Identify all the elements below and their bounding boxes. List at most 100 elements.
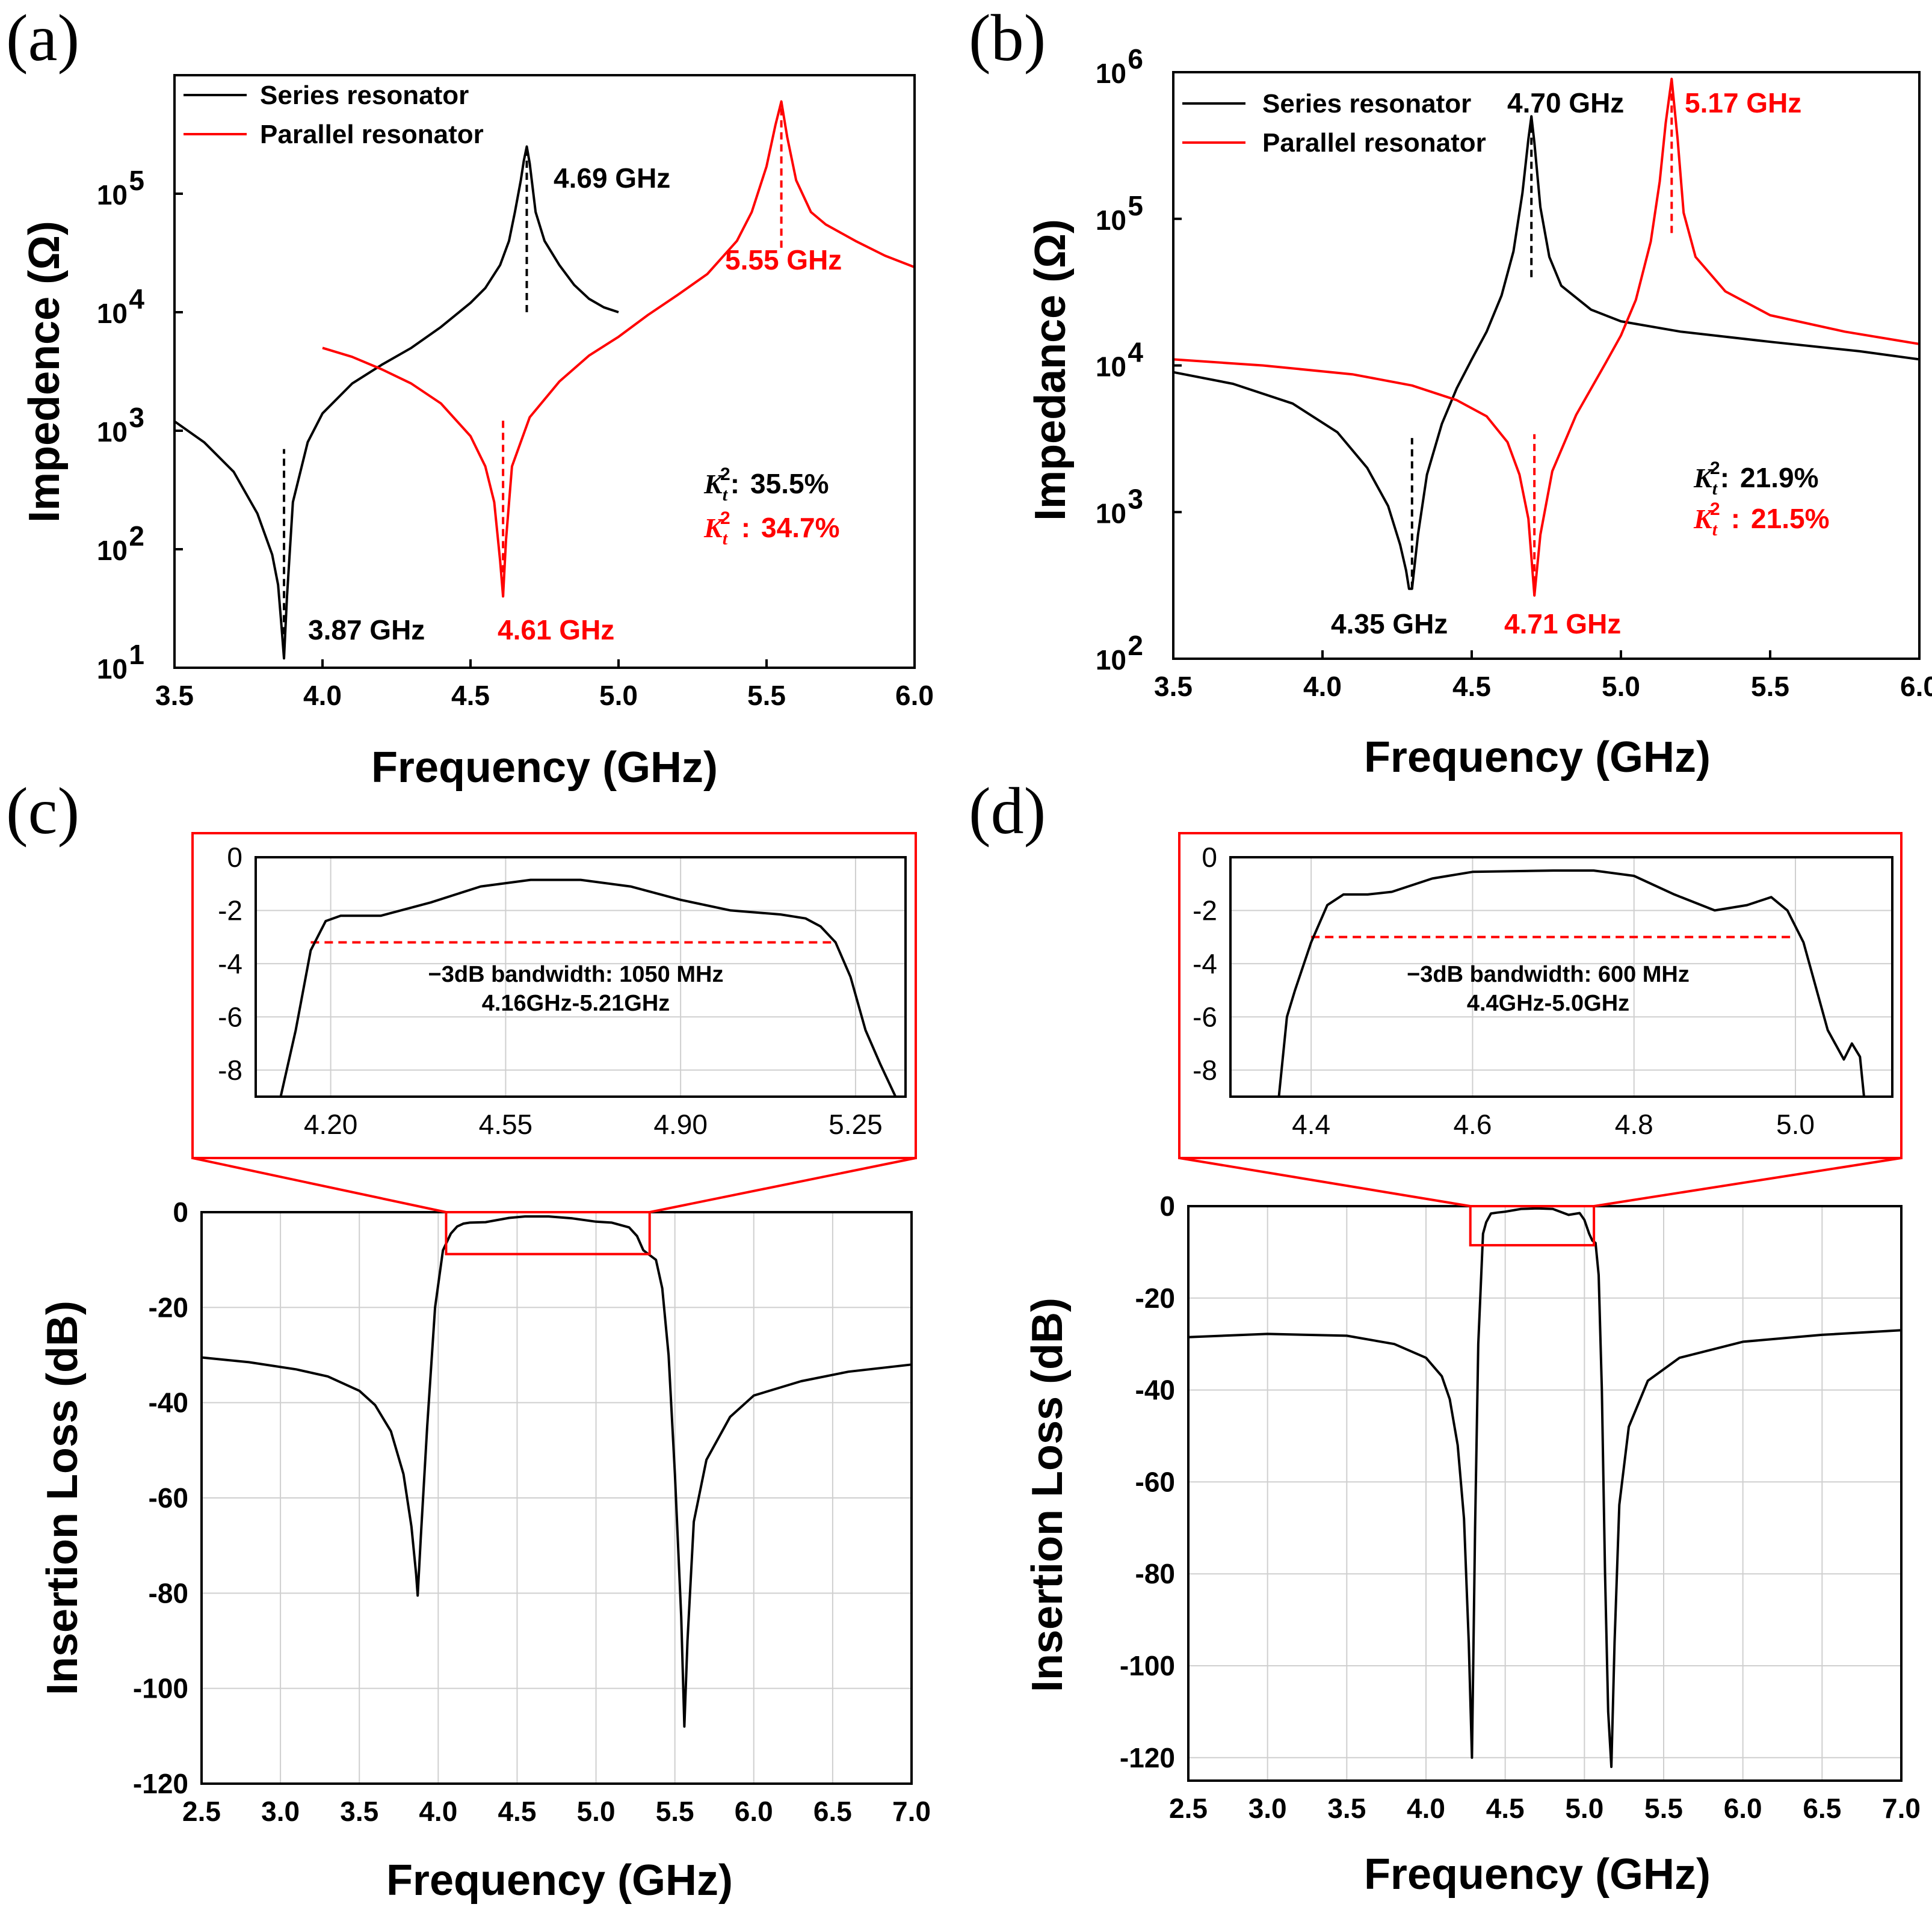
- b-series-line-series: [1173, 115, 1920, 590]
- d-inset-x-tick-label: 4.4: [1292, 1109, 1330, 1140]
- b-y-tick-label: 10: [1096, 498, 1126, 529]
- c-y-tick-label: -20: [149, 1292, 188, 1323]
- c-inset-x-tick-label: 5.25: [829, 1109, 883, 1140]
- d-zoom-box: [1469, 1205, 1596, 1246]
- d-inset-x-tick-label: 4.6: [1453, 1109, 1492, 1140]
- panel-a-legend-series-label: Series resonator: [260, 81, 469, 110]
- panel-a-letter: (a): [6, 1, 79, 75]
- panel-a-markers: [283, 101, 783, 659]
- panel-d-range-label: 4.4GHz-5.0GHz: [1467, 991, 1629, 1016]
- c-inset-frame: [255, 856, 907, 1098]
- panel-a-kt-parallel: Kt2:34.7%: [703, 508, 839, 549]
- panel-c-zoom-indicator: [191, 832, 917, 1255]
- c-inset-x-tick-label: 4.90: [653, 1109, 708, 1140]
- d-x-tick-label: 5.5: [1644, 1793, 1683, 1824]
- a-y-tick-exponent: 3: [129, 402, 144, 433]
- panel-b-y-axis-title: Impedance (Ω): [1026, 219, 1075, 521]
- c-x-tick-label: 4.0: [419, 1796, 457, 1827]
- c-y-tick-label: -120: [133, 1768, 188, 1799]
- d-inset-x-tick-label: 4.8: [1615, 1109, 1653, 1140]
- b-y-tick-label: 10: [1096, 205, 1126, 236]
- b-y-tick-exponent: 6: [1128, 43, 1143, 75]
- c-y-tick-label: -80: [149, 1577, 188, 1609]
- a-series-line-series: [173, 145, 619, 660]
- panel-a-plot-frame: [173, 74, 916, 669]
- c-inset-x-tick-label: 4.55: [479, 1109, 533, 1140]
- b-y-tick-label: 10: [1096, 58, 1126, 89]
- panel-a-legend: Series resonator Parallel resonator: [184, 81, 484, 149]
- d-y-tick-label: -80: [1135, 1558, 1175, 1589]
- a-series-line-parallel: [322, 100, 915, 598]
- c-x-tick-label: 3.5: [340, 1796, 378, 1827]
- c-inset-x-tick-label: 4.20: [304, 1109, 358, 1140]
- c-inset-outer-frame: [191, 832, 917, 1159]
- b-y-tick-exponent: 4: [1128, 337, 1143, 368]
- panel-b-label-4.71: 4.71 GHz: [1504, 608, 1621, 639]
- a-y-tick-exponent: 4: [129, 283, 144, 315]
- a-x-tick-label: 3.5: [155, 680, 194, 711]
- b-y-tick-exponent: 5: [1128, 190, 1143, 221]
- panel-c-range-label: 4.16GHz-5.21GHz: [482, 991, 670, 1016]
- panel-d-x-ticks: 2.5 3.0 3.5 4.0 4.5 5.0 5.5 6.0 6.5 7.0: [1169, 1793, 1921, 1824]
- d-inset-y-tick-label: -2: [1193, 895, 1217, 926]
- d-inset-response-line: [1277, 869, 1865, 1097]
- c-x-tick-label: 4.5: [498, 1796, 536, 1827]
- d-inset-y-tick-label: -8: [1193, 1055, 1217, 1086]
- b-x-tick-label: 5.5: [1751, 671, 1789, 702]
- d-x-tick-label: 3.0: [1248, 1793, 1287, 1824]
- c-x-tick-label: 7.0: [892, 1796, 931, 1827]
- panel-d-y-ticks: 0 -20 -40 -60 -80 -100 -120: [1120, 1191, 1175, 1773]
- panel-c-grid: [201, 1212, 912, 1784]
- panel-b-plot-frame: [1172, 71, 1921, 660]
- c-zoom-connector-right: [649, 1157, 916, 1213]
- a-x-tick-label: 5.5: [747, 680, 786, 711]
- a-y-tick-label: 10: [97, 653, 128, 685]
- panel-d-series: [1188, 1207, 1902, 1769]
- d-y-tick-label: -40: [1135, 1375, 1175, 1406]
- c-x-tick-label: 6.0: [735, 1796, 773, 1827]
- c-x-tick-label: 5.5: [656, 1796, 694, 1827]
- panel-c-inset: 4.20 4.55 4.90 5.25 0 -2 -4 -6 -8: [218, 842, 907, 1140]
- panel-b-kt-parallel: Kt2:21.5%: [1693, 499, 1829, 540]
- b-y-tick-label: 10: [1096, 351, 1126, 383]
- panel-a-kt-series: Kt2: 35.5%: [703, 464, 829, 505]
- panel-a-label-5.55: 5.55 GHz: [725, 244, 842, 276]
- a-y-tick-exponent: 1: [129, 639, 144, 670]
- d-x-tick-label: 7.0: [1882, 1793, 1921, 1824]
- panel-b-x-ticks: 3.5 4.0 4.5 5.0 5.5 6.0: [1154, 650, 1932, 702]
- panel-d-inset: 4.4 4.6 4.8 5.0 0 -2 -4 -6 -8: [1193, 842, 1893, 1140]
- panel-c-bandwidth-label: −3dB bandwidth: 1050 MHz: [428, 962, 724, 987]
- c-y-tick-label: -40: [149, 1387, 188, 1419]
- c-inset-y-tick-label: -4: [218, 948, 242, 979]
- c-zoom-connector-left: [192, 1157, 446, 1213]
- d-x-tick-label: 2.5: [1169, 1793, 1208, 1824]
- d-x-tick-label: 5.0: [1565, 1793, 1603, 1824]
- d-zoom-connector-left: [1179, 1157, 1471, 1207]
- panel-c-y-ticks: 0 -20 -40 -60 -80 -100 -120: [133, 1197, 188, 1799]
- panel-d-zoom-indicator: [1178, 832, 1903, 1246]
- a-y-tick-label: 10: [97, 298, 128, 329]
- d-x-tick-label: 6.5: [1803, 1793, 1841, 1824]
- b-x-tick-label: 4.0: [1303, 671, 1342, 702]
- c-inset-y-tick-label: -8: [218, 1055, 242, 1086]
- a-y-tick-label: 10: [97, 416, 128, 448]
- panel-d-y-axis-title: Insertion Loss (dB): [1023, 1298, 1072, 1692]
- b-series-line-parallel: [1173, 78, 1920, 597]
- c-x-tick-label: 2.5: [182, 1796, 221, 1827]
- panel-b-label-4.35: 4.35 GHz: [1331, 608, 1448, 639]
- d-inset-y-tick-label: -4: [1193, 948, 1217, 979]
- b-x-tick-label: 4.5: [1452, 671, 1491, 702]
- panel-b-legend: Series resonator Parallel resonator: [1182, 89, 1486, 158]
- d-inset-y-tick-label: -6: [1193, 1001, 1217, 1032]
- c-filter-response-line: [201, 1215, 912, 1728]
- panel-d-bandwidth-label: −3dB bandwidth: 600 MHz: [1407, 962, 1690, 987]
- c-inset-response-line: [279, 878, 897, 1097]
- panel-c-x-axis-title: Frequency (GHz): [386, 1856, 733, 1905]
- panel-a-series: [173, 100, 915, 660]
- c-inset-y-tick-label: -2: [218, 895, 242, 926]
- d-x-tick-label: 4.5: [1486, 1793, 1525, 1824]
- d-inset-outer-frame: [1178, 832, 1903, 1159]
